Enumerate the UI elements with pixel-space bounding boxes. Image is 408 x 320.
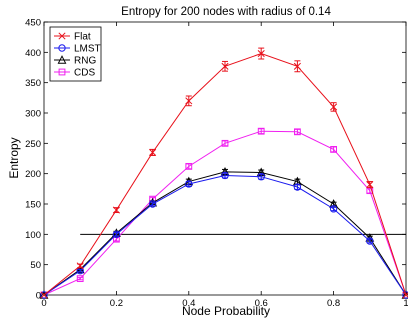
y-tick-label: 300 <box>25 109 41 120</box>
marker-stroke <box>221 62 229 70</box>
y-tick-label: 100 <box>25 230 41 241</box>
y-axis-label: Entropy <box>7 137 21 178</box>
data-point-lmst <box>112 230 121 239</box>
data-point-cds <box>221 139 229 147</box>
x-tick-label: 0 <box>41 298 46 309</box>
y-tick-label: 350 <box>25 78 41 89</box>
data-point-lmst <box>148 200 157 208</box>
marker-stroke <box>40 291 48 299</box>
marker-stroke <box>330 103 338 111</box>
series-line-rng <box>43 171 407 296</box>
legend-label-cds: CDS <box>74 68 95 79</box>
data-point-lmst <box>329 205 338 213</box>
x-tick-label: 0.2 <box>110 298 123 309</box>
data-point-flat <box>257 49 265 58</box>
series-line-cds <box>43 130 407 296</box>
series-cds <box>40 127 408 299</box>
data-point-flat <box>402 291 408 299</box>
legend-marker-lmst <box>58 44 66 52</box>
series-rng <box>39 166 408 299</box>
marker-stroke <box>76 262 84 270</box>
data-point-flat <box>76 262 84 270</box>
marker-stroke <box>293 62 301 70</box>
y-tick-label: 0 <box>36 291 41 302</box>
legend-marker-cds <box>58 68 66 76</box>
data-point-flat <box>330 103 338 111</box>
data-point-flat <box>293 62 301 70</box>
legend-label-rng: RNG <box>74 56 96 67</box>
marker-stroke <box>257 49 265 58</box>
data-point-cds <box>185 162 193 170</box>
series-flat <box>40 47 408 299</box>
marker-stroke <box>112 206 120 214</box>
legend-marker-rng <box>57 55 67 64</box>
y-tick-label: 250 <box>25 139 41 150</box>
series-line-lmst <box>43 174 407 296</box>
x-tick-label: 0.6 <box>255 298 268 309</box>
data-point-flat <box>185 97 193 105</box>
data-point-flat <box>40 291 48 299</box>
marker-stroke <box>402 292 408 299</box>
y-tick-label: 450 <box>25 18 41 29</box>
marker-stroke <box>185 97 193 105</box>
x-tick-label: 1 <box>403 298 408 309</box>
data-point-cds <box>294 128 301 136</box>
y-tick-label: 200 <box>25 169 41 180</box>
data-point-lmst <box>402 291 408 299</box>
x-axis-label: Node Probability <box>182 304 270 318</box>
data-point-lmst <box>257 173 265 181</box>
y-tick-label: 50 <box>30 260 41 271</box>
data-point-lmst <box>185 180 193 188</box>
legend-marker-flat <box>58 32 66 40</box>
data-point-cds <box>330 146 338 153</box>
legend-label-flat: Flat <box>74 32 91 43</box>
legend-label-lmst: LMST <box>74 44 101 55</box>
data-point-lmst <box>221 171 229 180</box>
data-point-cds <box>76 275 84 283</box>
series-layer <box>39 47 408 299</box>
data-point-flat <box>149 148 157 156</box>
data-point-flat <box>366 181 374 189</box>
data-point-flat <box>221 62 229 70</box>
data-point-flat <box>112 206 120 214</box>
data-point-lmst <box>366 237 374 245</box>
marker-stroke <box>366 181 374 189</box>
series-lmst <box>40 171 408 299</box>
y-tick-label: 400 <box>25 48 41 59</box>
x-tick-label: 0.8 <box>327 298 340 309</box>
x-tick-label: 0.4 <box>182 298 195 309</box>
marker-stroke <box>149 148 157 156</box>
chart-title: Entropy for 200 nodes with radius of 0.1… <box>121 6 331 18</box>
data-point-cds <box>257 127 265 135</box>
plot-frame <box>43 21 407 296</box>
y-tick-label: 150 <box>25 200 41 211</box>
data-point-lmst <box>40 291 48 299</box>
data-point-lmst <box>293 183 302 191</box>
marker-stroke <box>58 32 66 40</box>
